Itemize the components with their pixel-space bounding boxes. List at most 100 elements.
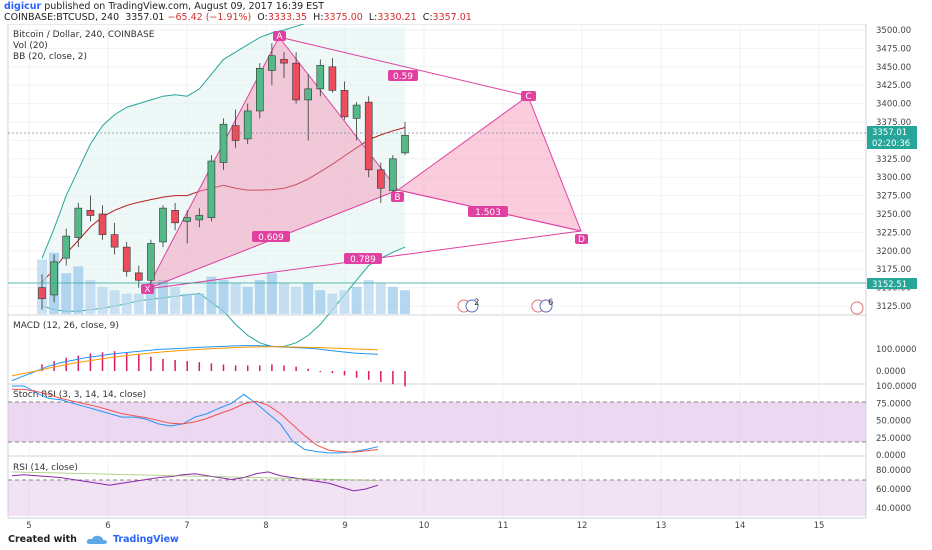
chart-canvas[interactable]: X A B C D 0.59 0.609 1.503 0.789 2 6 — [0, 24, 932, 532]
volume-bar — [109, 290, 120, 314]
time-axis-label: 5 — [26, 521, 31, 531]
macd-axis-0: 0.0000 — [876, 367, 906, 377]
stoch-axis-label: 0.0000 — [876, 451, 906, 461]
price-axis-label: 3300.00 — [876, 173, 911, 183]
hline-price-tag: 3152.51 — [867, 278, 917, 290]
price-change: −65.42 (−1.91%) — [167, 12, 252, 23]
price-axis-label: 3225.00 — [876, 228, 911, 238]
price-axis[interactable] — [866, 24, 932, 518]
stoch-k-line — [12, 385, 379, 454]
volume-bar — [206, 276, 217, 314]
price-axis-label: 3325.00 — [876, 155, 911, 165]
time-axis-label: 11 — [498, 521, 509, 531]
volume-bar — [133, 293, 144, 314]
event-marker-icon[interactable]: 2 — [457, 298, 479, 313]
candle-body — [352, 104, 361, 119]
volume-bar — [266, 273, 277, 314]
macd-line — [11, 345, 379, 382]
svg-text:0.789: 0.789 — [350, 255, 376, 265]
svg-text:0.59: 0.59 — [393, 72, 413, 82]
stoch-axis-labels: 100.0000 75.0000 50.0000 25.0000 0.0000 — [876, 382, 917, 461]
low-value: 3330.21 — [377, 12, 417, 23]
bollinger-legend[interactable]: BB (20, close, 2) — [13, 52, 87, 62]
ratio-label-1503: 1.503 — [468, 206, 508, 218]
event-count-2: 2 — [474, 298, 479, 308]
time-axis-labels[interactable]: 5 6 7 8 9 10 11 12 13 14 15 — [26, 521, 824, 531]
price-axis-label: 3250.00 — [876, 210, 911, 220]
svg-text:3357.01: 3357.01 — [872, 128, 907, 138]
stoch-rsi-legend[interactable]: Stoch RSI (3, 3, 14, 14, close) — [13, 390, 146, 400]
price-axis-label: 3450.00 — [876, 63, 911, 73]
candle-body — [316, 65, 325, 90]
volume-bar — [170, 286, 181, 314]
high-value: 3375.00 — [323, 12, 363, 23]
time-axis-label: 15 — [814, 521, 825, 531]
pattern-point-d: D — [575, 234, 588, 245]
svg-text:B: B — [394, 193, 400, 203]
candlesticks[interactable] — [38, 43, 409, 310]
candle-body — [50, 261, 58, 296]
open-key: O: — [257, 12, 268, 23]
macd-pane[interactable] — [7, 314, 867, 385]
candle-body — [171, 210, 179, 224]
event-marker-icon[interactable]: 6 — [531, 298, 553, 313]
stoch-axis-label: 25.0000 — [876, 434, 911, 444]
volume-legend[interactable]: Vol (20) — [13, 41, 48, 51]
volume-bar — [218, 280, 229, 314]
pattern-point-b: B — [391, 192, 404, 203]
publish-text: published on TradingView.com, August 09,… — [44, 1, 325, 12]
tradingview-logo[interactable]: TradingView — [113, 534, 179, 545]
candle-body — [340, 90, 349, 118]
open-value: 3333.35 — [267, 12, 308, 23]
stoch-band — [8, 402, 866, 442]
volume-bar — [182, 293, 193, 314]
macd-legend[interactable]: MACD (12, 26, close, 9) — [13, 321, 119, 331]
symbol-legend[interactable]: Bitcoin / Dollar, 240, COINBASE — [13, 30, 155, 40]
publish-line: digicur published on TradingView.com, Au… — [4, 1, 324, 12]
candle-body — [98, 213, 107, 235]
svg-text:0.609: 0.609 — [258, 233, 284, 243]
current-price-tag: 3357.01 02:20:36 — [867, 126, 917, 149]
rsi-pane[interactable] — [7, 455, 867, 519]
rsi-axis-label: 80.0000 — [876, 466, 911, 476]
event-marker-icon[interactable] — [850, 301, 864, 315]
time-axis-label: 13 — [656, 521, 667, 531]
pattern-point-x: X — [141, 284, 154, 295]
time-axis-label: 7 — [184, 521, 189, 531]
candle-body — [62, 235, 71, 259]
candle-body — [122, 246, 131, 272]
candle-body — [268, 55, 276, 71]
volume-bar — [291, 286, 302, 314]
high-key: H: — [313, 12, 324, 23]
price-axis-label: 3175.00 — [876, 265, 911, 275]
rsi-legend[interactable]: RSI (14, close) — [13, 463, 78, 473]
volume-bar — [327, 293, 338, 314]
time-axis-label: 8 — [263, 521, 268, 531]
candle-body — [110, 234, 119, 248]
svg-text:A: A — [276, 32, 283, 42]
publisher-name[interactable]: digicur — [4, 1, 42, 12]
candle-body — [243, 110, 252, 140]
time-axis-label: 6 — [105, 521, 110, 531]
stoch-axis-label: 100.0000 — [876, 382, 917, 392]
svg-text:D: D — [578, 235, 585, 245]
time-axis-label: 9 — [342, 521, 347, 531]
time-axis-label: 10 — [419, 521, 430, 531]
volume-bar — [61, 273, 72, 314]
symbol-label: COINBASE:BTCUSD, 240 — [4, 12, 120, 23]
volume-bar — [303, 283, 314, 314]
volume-bar — [194, 293, 205, 314]
volume-bar — [363, 280, 374, 314]
footer: Created with TradingView — [0, 532, 932, 550]
rsi-reference-line — [11, 471, 379, 481]
rsi-line — [11, 471, 379, 492]
candle-body — [292, 62, 300, 101]
symbol-line: COINBASE:BTCUSD, 240 3357.01 −65.42 (−1.… — [4, 12, 472, 23]
volume-bar — [121, 293, 132, 314]
svg-text:C: C — [525, 92, 531, 102]
price-axis-label: 3375.00 — [876, 118, 911, 128]
ratio-label-0789: 0.789 — [344, 253, 382, 265]
rsi-axis-label: 40.0000 — [876, 504, 911, 514]
volume-bar — [315, 290, 326, 314]
stoch-axis-label: 75.0000 — [876, 399, 911, 409]
